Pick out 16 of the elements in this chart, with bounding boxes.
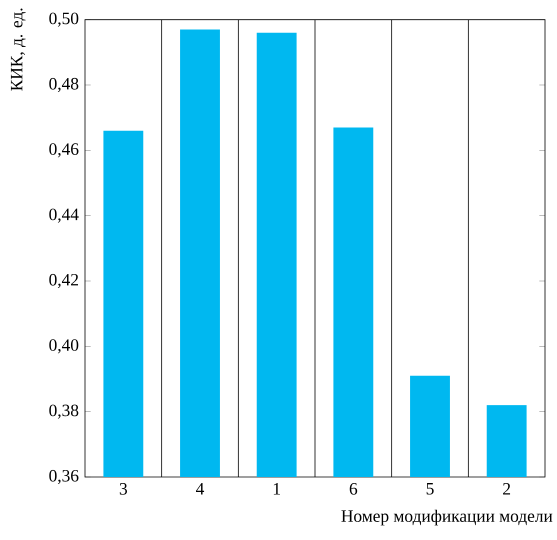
x-tick-label: 2 (503, 483, 510, 495)
y-tick-label: 0,40 (49, 339, 78, 354)
y-axis-title: КИК, д. ед. (10, 8, 26, 91)
y-tick-label: 0,50 (49, 12, 78, 27)
y-tick-label: 0,38 (49, 404, 78, 419)
x-tick-label: 6 (350, 483, 358, 495)
x-axis-title: Номер модификации модели (341, 510, 552, 526)
y-tick-label: 0,36 (49, 470, 78, 484)
x-tick-label: 1 (274, 483, 280, 494)
x-tick-label: 4 (196, 483, 204, 494)
y-tick-label: 0,48 (49, 78, 78, 92)
x-tick-label: 3 (120, 483, 127, 495)
x-tick-label: 5 (426, 483, 434, 495)
y-tick-label: 0,44 (49, 208, 79, 223)
y-tick-label: 0,42 (49, 274, 78, 288)
y-tick-label: 0,46 (49, 143, 78, 158)
